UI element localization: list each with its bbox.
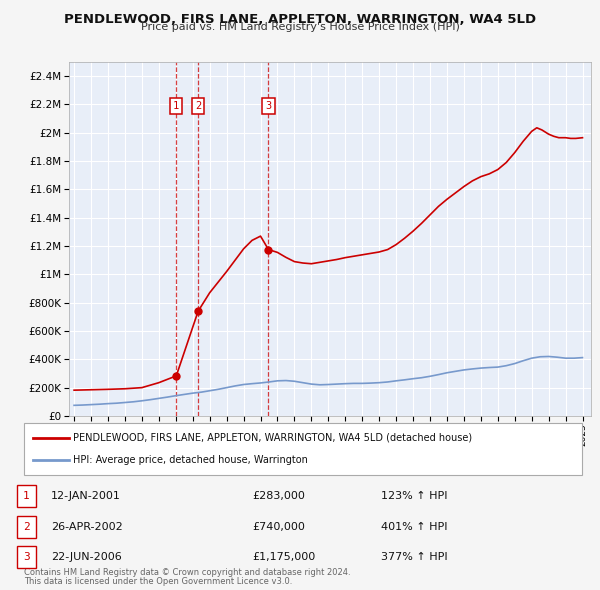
Text: PENDLEWOOD, FIRS LANE, APPLETON, WARRINGTON, WA4 5LD: PENDLEWOOD, FIRS LANE, APPLETON, WARRING… — [64, 13, 536, 26]
Text: £283,000: £283,000 — [252, 491, 305, 501]
Text: 26-APR-2002: 26-APR-2002 — [51, 522, 123, 532]
Text: £1,175,000: £1,175,000 — [252, 552, 315, 562]
Text: 2: 2 — [195, 101, 201, 111]
Text: 1: 1 — [173, 101, 179, 111]
Text: 401% ↑ HPI: 401% ↑ HPI — [381, 522, 448, 532]
Text: 22-JUN-2006: 22-JUN-2006 — [51, 552, 122, 562]
Text: 12-JAN-2001: 12-JAN-2001 — [51, 491, 121, 501]
Text: 123% ↑ HPI: 123% ↑ HPI — [381, 491, 448, 501]
Text: 3: 3 — [265, 101, 272, 111]
Text: PENDLEWOOD, FIRS LANE, APPLETON, WARRINGTON, WA4 5LD (detached house): PENDLEWOOD, FIRS LANE, APPLETON, WARRING… — [73, 432, 472, 442]
Text: HPI: Average price, detached house, Warrington: HPI: Average price, detached house, Warr… — [73, 455, 308, 466]
Text: 1: 1 — [23, 491, 30, 501]
Text: Price paid vs. HM Land Registry's House Price Index (HPI): Price paid vs. HM Land Registry's House … — [140, 22, 460, 32]
Text: £740,000: £740,000 — [252, 522, 305, 532]
Text: Contains HM Land Registry data © Crown copyright and database right 2024.: Contains HM Land Registry data © Crown c… — [24, 568, 350, 577]
Text: 3: 3 — [23, 552, 30, 562]
Text: This data is licensed under the Open Government Licence v3.0.: This data is licensed under the Open Gov… — [24, 578, 292, 586]
Text: 2: 2 — [23, 522, 30, 532]
Text: 377% ↑ HPI: 377% ↑ HPI — [381, 552, 448, 562]
